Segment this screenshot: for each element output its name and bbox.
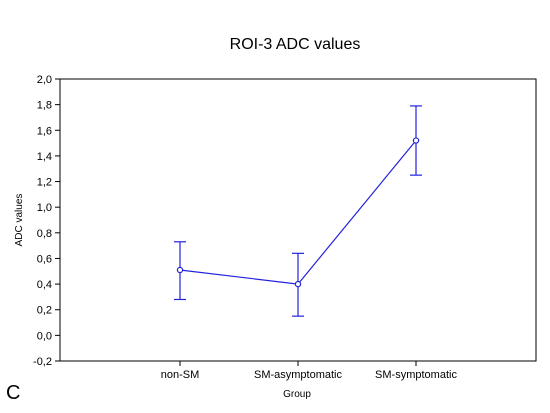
data-point	[294, 280, 302, 288]
y-tick-label: 1,4	[37, 151, 52, 163]
x-axis-label: Group	[283, 389, 311, 400]
data-series	[174, 105, 422, 317]
x-tick-label: SM-asymptomatic	[254, 369, 343, 381]
y-tick-label: 0,2	[37, 305, 52, 317]
x-axis: non-SM SM-asymptomatic SM-symptomatic	[161, 361, 457, 381]
x-tick-label: non-SM	[161, 369, 200, 381]
y-axis-label: ADC values	[14, 194, 25, 247]
data-point	[412, 137, 420, 144]
y-tick-label: 1,8	[37, 100, 52, 112]
y-tick-label: 0,0	[37, 330, 52, 342]
panel-letter: C	[6, 382, 20, 404]
y-tick-label: 2,0	[37, 74, 52, 86]
y-axis: -0,2 0,0 0,2 0,4 0,6 0,8 1,0 1,2 1,4 1,6 1,8 2,0	[33, 74, 60, 368]
y-tick-label: 1,2	[37, 177, 52, 189]
x-tick-label: SM-symptomatic	[375, 369, 457, 381]
y-tick-label: -0,2	[33, 356, 52, 368]
chart-title: ROI-3 ADC values	[230, 36, 361, 53]
y-tick-label: 0,6	[37, 253, 52, 265]
y-tick-label: 1,6	[37, 125, 52, 137]
y-tick-label: 0,8	[37, 228, 52, 240]
plot-frame	[59, 78, 537, 362]
y-tick-label: 1,0	[37, 202, 52, 214]
data-point	[176, 266, 184, 274]
y-tick-label: 0,4	[37, 279, 52, 291]
